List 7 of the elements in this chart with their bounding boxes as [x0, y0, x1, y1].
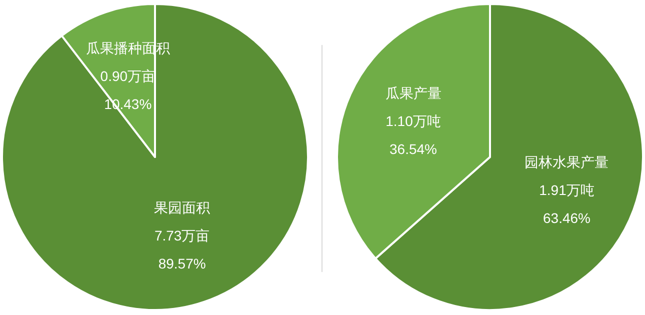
data-label: 1.10万吨 36.54%: [386, 113, 441, 158]
slice-label: 瓜果产量: [385, 85, 442, 102]
slice-label: 园林水果产量: [524, 154, 609, 170]
data-label: 7.73万亩 89.57%: [154, 227, 210, 272]
data-label: 1.91万吨 63.46%: [539, 182, 594, 226]
slice-label: 果园面积: [154, 199, 210, 216]
pie-slice: [1, 3, 309, 311]
